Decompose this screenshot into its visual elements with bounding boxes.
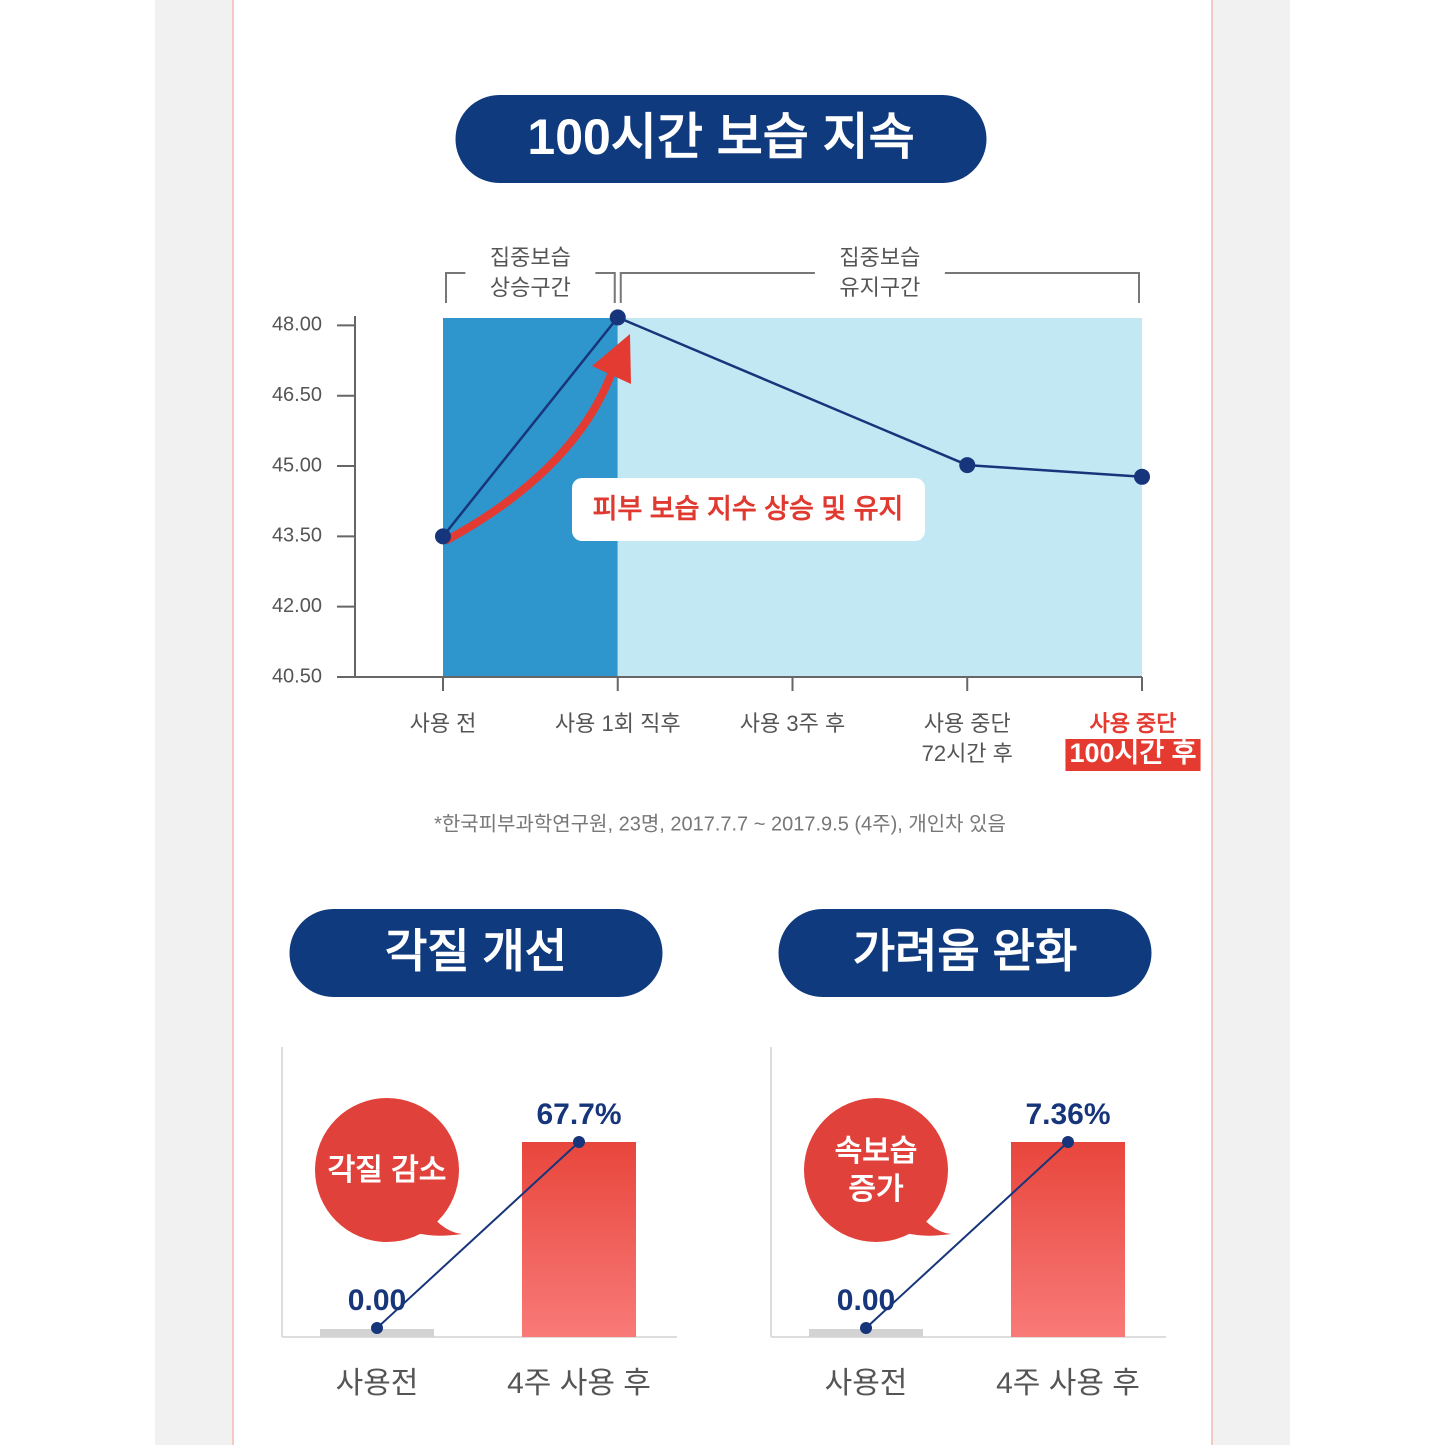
- point: [1134, 468, 1150, 485]
- x-tick-label: 사용전: [336, 1367, 419, 1400]
- y-tick-label: 45.00: [272, 454, 322, 476]
- zone-label: 상승구간: [490, 275, 571, 300]
- x-tick-label: 사용전: [825, 1367, 908, 1400]
- x-tick-label: 사용 3주 후: [740, 711, 845, 736]
- zone-bracket: [445, 272, 616, 303]
- zone-label: 집중보습: [490, 245, 571, 270]
- bar: [522, 1142, 636, 1337]
- chart-title: 100시간 보습 지속: [527, 109, 914, 165]
- x-tick-label: 72시간 후: [922, 741, 1013, 766]
- chart-title: 각질 개선: [385, 925, 567, 977]
- callout-text: 속보습: [835, 1135, 918, 1168]
- value-label: 0.00: [837, 1284, 895, 1317]
- callout-text: 각질 감소: [328, 1154, 447, 1187]
- x-tick-label: 사용 1회 직후: [555, 711, 681, 736]
- value-label: 67.7%: [536, 1098, 621, 1131]
- y-tick-label: 43.50: [272, 525, 322, 547]
- title-pill: [778, 909, 1152, 997]
- trend-arrow-head: [592, 334, 631, 384]
- title-pill: [455, 95, 987, 183]
- value-label: 0.00: [348, 1284, 406, 1317]
- point: [959, 457, 976, 474]
- value-label: 7.36%: [1025, 1098, 1110, 1131]
- line-segment: [617, 316, 968, 467]
- footnote: *한국피부과학연구원, 23명, 2017.7.7 ~ 2017.9.5 (4주…: [434, 812, 1006, 835]
- zone-label: 집중보습: [839, 245, 920, 270]
- chart-title: 가려움 완화: [853, 925, 1077, 977]
- highlight-box: [1065, 739, 1201, 771]
- point: [371, 1322, 383, 1334]
- connector: [376, 1141, 580, 1329]
- y-tick-label: 42.00: [272, 595, 322, 617]
- point: [860, 1322, 872, 1334]
- line-segment: [967, 463, 1143, 479]
- x-tick-label: 사용 중단: [924, 711, 1011, 736]
- y-tick-label: 40.50: [272, 665, 322, 687]
- x-tick-label: 사용 전: [410, 711, 477, 736]
- connector: [865, 1141, 1069, 1329]
- title-pill: [289, 909, 663, 997]
- callout-bubble: [804, 1098, 948, 1242]
- zone-label: 유지구간: [839, 275, 920, 300]
- x-tick-label: 사용 중단: [1089, 711, 1176, 736]
- callout-bubble: [315, 1098, 459, 1242]
- x-tick-label: 100시간 후: [1069, 738, 1196, 768]
- x-tick-label: 4주 사용 후: [996, 1367, 1140, 1400]
- x-tick-label: 4주 사용 후: [507, 1367, 651, 1400]
- zone-bracket: [619, 272, 1140, 303]
- trend-arrow: [443, 368, 616, 544]
- point: [1062, 1136, 1074, 1148]
- annotation: 피부 보습 지수 상승 및 유지: [593, 494, 904, 524]
- callout-text: 증가: [848, 1173, 904, 1206]
- line-segment: [442, 316, 619, 538]
- bar: [1011, 1142, 1125, 1337]
- point: [435, 528, 451, 545]
- y-tick-label: 46.50: [272, 384, 322, 406]
- annotation-box: [572, 478, 925, 541]
- point: [609, 309, 626, 326]
- y-tick-label: 48.00: [272, 314, 322, 336]
- point: [573, 1136, 585, 1148]
